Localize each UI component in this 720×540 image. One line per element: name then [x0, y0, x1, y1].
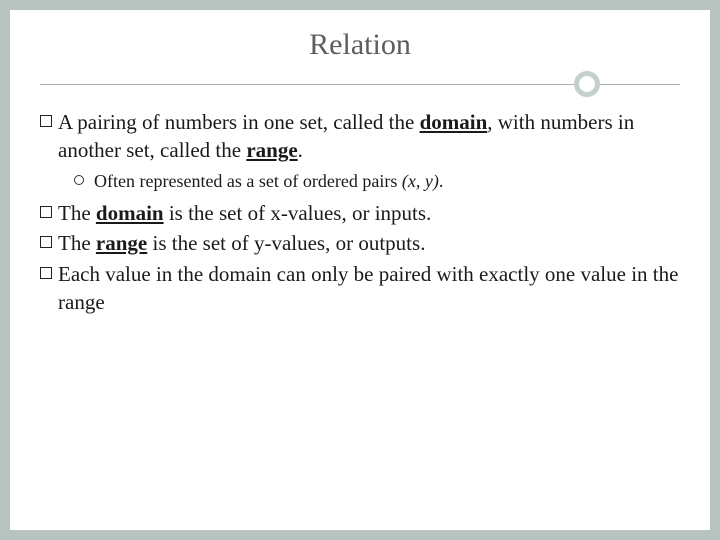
bullet-4: Each value in the domain can only be pai… — [40, 260, 680, 317]
underline-range: range — [246, 138, 297, 162]
square-bullet-icon — [40, 236, 52, 248]
italic-xy: (x, y) — [402, 171, 439, 191]
square-bullet-icon — [40, 267, 52, 279]
rule-circle-icon — [574, 71, 600, 97]
title-rule — [40, 70, 680, 98]
slide: Relation A pairing of numbers in one set… — [10, 10, 710, 530]
text: is the set of y-values, or outputs. — [147, 231, 425, 255]
text: is the set of x-values, or inputs. — [164, 201, 432, 225]
bullet-2-text: The domain is the set of x-values, or in… — [58, 199, 680, 227]
text: . — [298, 138, 303, 162]
underline-domain: domain — [96, 201, 164, 225]
text: The — [58, 231, 96, 255]
square-bullet-icon — [40, 206, 52, 218]
underline-domain: domain — [420, 110, 488, 134]
content-area: A pairing of numbers in one set, called … — [40, 108, 680, 316]
sub-bullet-1-text: Often represented as a set of ordered pa… — [94, 169, 443, 193]
bullet-3: The range is the set of y-values, or out… — [40, 229, 680, 257]
bullet-4-text: Each value in the domain can only be pai… — [58, 260, 680, 317]
bullet-1-text: A pairing of numbers in one set, called … — [58, 108, 680, 165]
text: A pairing of numbers in one set, called … — [58, 110, 420, 134]
text: Often represented as a set of ordered pa… — [94, 171, 402, 191]
sub-bullet-1: Often represented as a set of ordered pa… — [74, 169, 680, 193]
circle-bullet-icon — [74, 175, 84, 185]
bullet-3-text: The range is the set of y-values, or out… — [58, 229, 680, 257]
slide-title: Relation — [40, 28, 680, 62]
text: The — [58, 201, 96, 225]
bullet-1: A pairing of numbers in one set, called … — [40, 108, 680, 165]
bullet-2: The domain is the set of x-values, or in… — [40, 199, 680, 227]
square-bullet-icon — [40, 115, 52, 127]
text: . — [439, 171, 444, 191]
underline-range: range — [96, 231, 147, 255]
